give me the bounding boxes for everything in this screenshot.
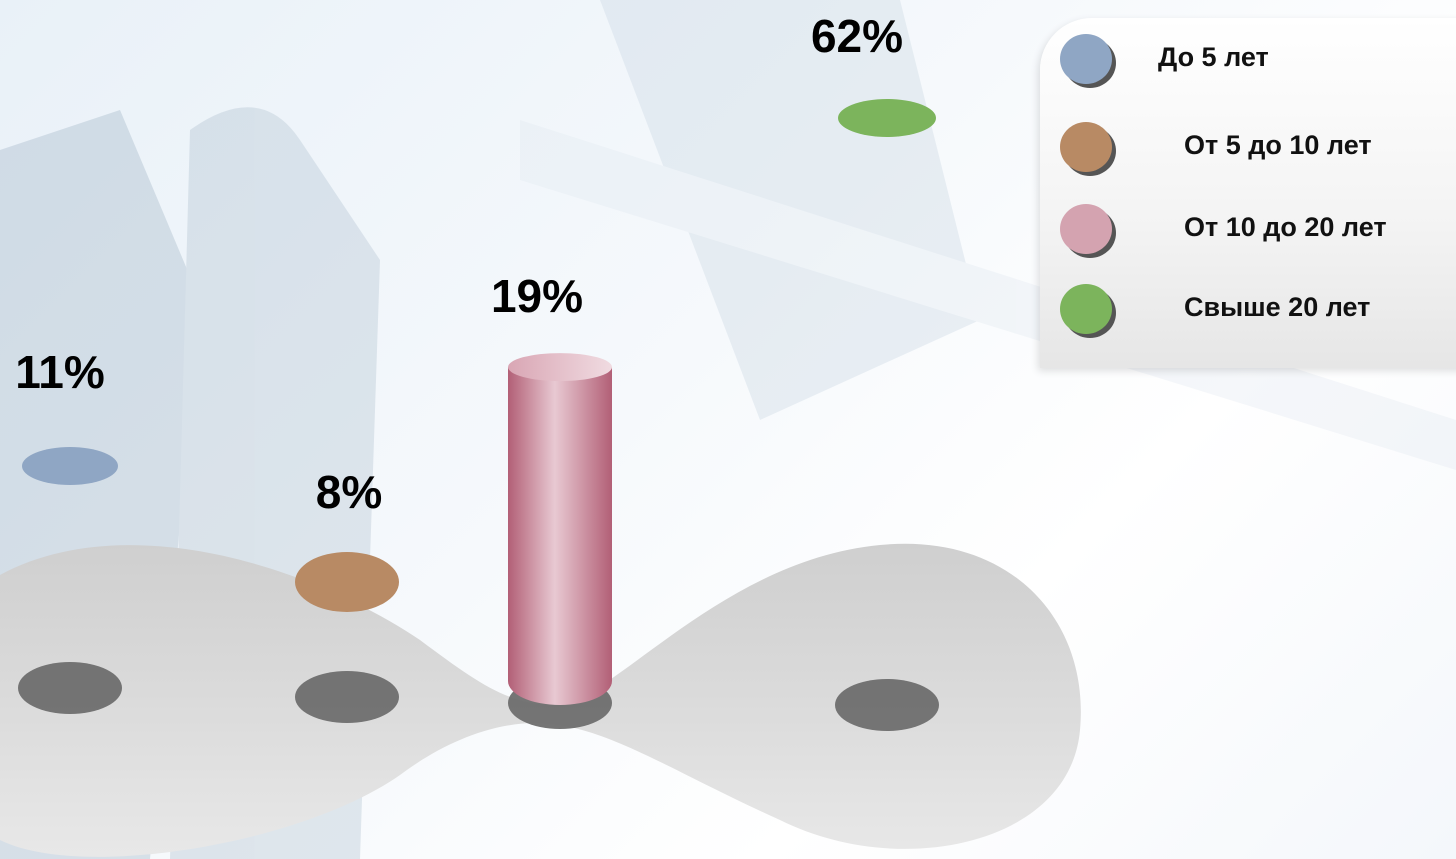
bar-group: 19% (491, 270, 612, 729)
legend-entry: Свыше 20 лет (1060, 280, 1456, 340)
bar (295, 552, 399, 612)
data-label: 8% (316, 466, 382, 518)
bar (22, 447, 118, 485)
chart-legend: До 5 лет От 5 до 10 лет От 10 до 20 лет Свы… (1040, 18, 1456, 368)
chart-base (0, 543, 1081, 857)
bar-group: 62% (811, 10, 939, 731)
bar-group: 8% (295, 466, 399, 723)
legend-label: От 10 до 20 лет (1184, 212, 1387, 242)
data-label: 11% (15, 346, 105, 398)
legend-swatch (1060, 122, 1112, 172)
bar (508, 367, 612, 705)
legend-label: От 5 до 10 лет (1184, 130, 1372, 160)
bar-base-shadow (835, 679, 939, 731)
legend-swatch (1060, 34, 1112, 84)
bar-base-shadow (18, 662, 122, 714)
legend-swatch (1060, 204, 1112, 254)
legend-entry: До 5 лет (1060, 30, 1456, 90)
data-label: 62% (811, 10, 903, 62)
legend-entry: От 5 до 10 лет (1060, 118, 1456, 178)
bar (838, 99, 936, 137)
bar-group: 11% (15, 346, 122, 714)
legend-label: До 5 лет (1158, 42, 1269, 72)
chart-marks: 11% 8% 19% 62% (15, 10, 939, 731)
legend-label: Свыше 20 лет (1184, 292, 1371, 322)
data-label: 19% (491, 270, 583, 322)
bar-top (508, 353, 612, 382)
legend-entry: От 10 до 20 лет (1060, 200, 1456, 260)
legend-swatch (1060, 284, 1112, 334)
bar-base-shadow (295, 671, 399, 723)
